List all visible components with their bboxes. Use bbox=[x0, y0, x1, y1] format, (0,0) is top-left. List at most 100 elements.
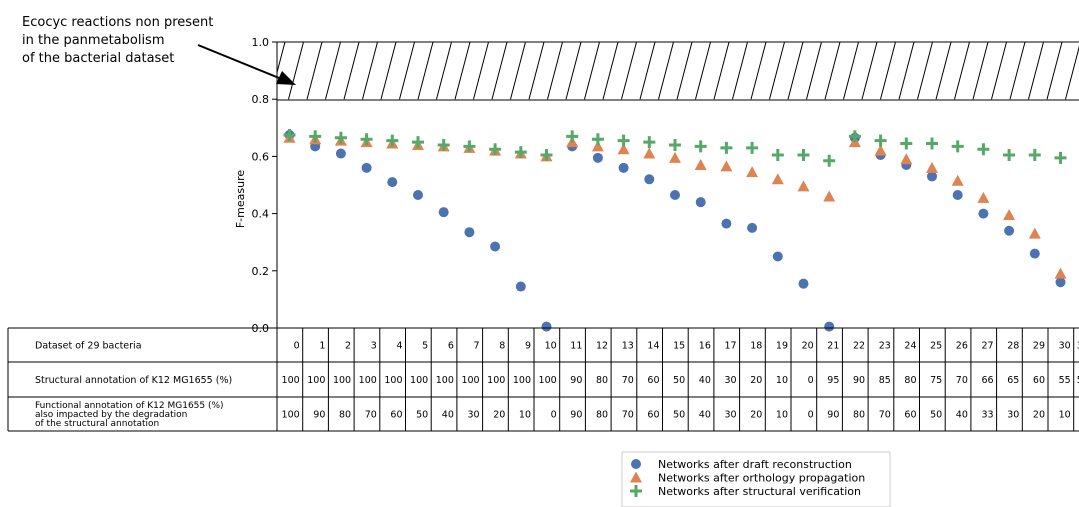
data-point-plus bbox=[1028, 148, 1041, 161]
table-cell: 10 bbox=[1059, 410, 1071, 421]
table-cell: 80 bbox=[904, 375, 916, 386]
data-point-plus bbox=[900, 137, 913, 150]
table-cell: 50 bbox=[416, 410, 428, 421]
table-cell: 10 bbox=[776, 375, 788, 386]
hatch-line bbox=[565, 42, 582, 100]
table-cell: 0 bbox=[808, 375, 814, 386]
table-cell: 20 bbox=[750, 375, 762, 386]
table-cell: 21 bbox=[827, 341, 839, 352]
hatch-line bbox=[491, 42, 508, 100]
table-cell: 0 bbox=[551, 410, 557, 421]
hatch-line bbox=[343, 42, 360, 100]
table-cell: 12 bbox=[596, 341, 608, 352]
data-point-circle bbox=[387, 177, 398, 188]
data-markers bbox=[283, 128, 1067, 332]
hatch-line bbox=[732, 42, 748, 100]
table-cell: 10 bbox=[776, 410, 788, 421]
legend-label: Networks after orthology propagation bbox=[658, 472, 865, 485]
table-cell: 85 bbox=[879, 375, 891, 386]
hatch-line bbox=[380, 42, 397, 100]
data-point-triangle bbox=[1054, 267, 1067, 279]
hatch-line bbox=[917, 42, 933, 100]
table-cell: 50 bbox=[673, 410, 685, 421]
hatch-line bbox=[584, 42, 600, 100]
table-cell: 80 bbox=[339, 410, 351, 421]
data-point-circle bbox=[1055, 277, 1066, 288]
annotation-line-3: of the bacterial dataset bbox=[22, 51, 174, 66]
data-point-plus bbox=[1054, 151, 1067, 164]
table-cell: 27 bbox=[982, 341, 994, 352]
hatch-line bbox=[510, 42, 526, 100]
table-cell: 26 bbox=[956, 341, 968, 352]
table-cell: 20 bbox=[802, 341, 814, 352]
data-point-triangle bbox=[720, 160, 733, 172]
legend-marker-triangle bbox=[630, 471, 642, 483]
data-point-triangle bbox=[951, 174, 964, 186]
table-cell: 7 bbox=[474, 341, 480, 352]
data-point-triangle bbox=[617, 143, 630, 155]
data-point-circle bbox=[592, 152, 603, 163]
table-cell: 22 bbox=[853, 341, 865, 352]
data-point-plus bbox=[823, 154, 836, 167]
data-point-circle bbox=[824, 321, 835, 332]
data-point-plus bbox=[463, 140, 476, 153]
y-tick-label: 0.6 bbox=[252, 150, 270, 163]
table-cell: 8 bbox=[499, 341, 505, 352]
legend-frame bbox=[621, 451, 891, 507]
table-cell: 30 bbox=[725, 375, 737, 386]
data-point-triangle bbox=[900, 153, 913, 165]
table-cell: 100 bbox=[359, 375, 377, 386]
table-cell: 60 bbox=[647, 410, 659, 421]
table-cell: 40 bbox=[699, 410, 711, 421]
table-cell: 5 bbox=[422, 341, 428, 352]
table-cell: 14 bbox=[647, 341, 659, 352]
table-cell: 90 bbox=[570, 410, 582, 421]
table-cell: 90 bbox=[570, 375, 582, 386]
table-cell: 100 bbox=[282, 375, 300, 386]
table-cell: 80 bbox=[596, 410, 608, 421]
data-point-circle bbox=[1004, 225, 1015, 236]
data-point-plus bbox=[720, 141, 733, 154]
data-point-plus bbox=[926, 137, 938, 150]
table-cell: 80 bbox=[596, 375, 608, 386]
hatch-line bbox=[602, 42, 619, 100]
data-point-triangle bbox=[694, 158, 707, 170]
data-point-triangle bbox=[1003, 209, 1016, 221]
table-cell: 30 bbox=[468, 410, 480, 421]
table-cell: 24 bbox=[904, 341, 916, 352]
data-point-plus bbox=[334, 131, 347, 144]
data-point-triangle bbox=[746, 166, 759, 178]
data-point-plus bbox=[283, 128, 296, 141]
annotation-line-2: in the panmetabolism bbox=[22, 33, 165, 48]
data-point-triangle bbox=[874, 144, 887, 156]
table-cell: 60 bbox=[904, 410, 916, 421]
table-cell: 28 bbox=[1007, 341, 1019, 352]
table-cell: 20 bbox=[750, 410, 762, 421]
data-point-plus bbox=[951, 140, 964, 153]
table-cell: 23 bbox=[879, 341, 891, 352]
table-cell: 4 bbox=[396, 341, 402, 352]
table-cell: 70 bbox=[365, 410, 377, 421]
hatch-line bbox=[1028, 42, 1044, 100]
data-point-triangle bbox=[591, 140, 604, 152]
table-cell: 1 bbox=[319, 341, 325, 352]
data-point-plus bbox=[1003, 148, 1016, 161]
hatch-line bbox=[288, 42, 304, 100]
data-point-triangle bbox=[823, 190, 836, 202]
hatch-line bbox=[325, 42, 341, 100]
data-point-circle bbox=[1029, 248, 1040, 259]
table-cell: 0 bbox=[808, 410, 814, 421]
hatch-line bbox=[676, 42, 693, 100]
table-cell: 5 bbox=[1077, 375, 1079, 386]
table-cell: 75 bbox=[930, 375, 942, 386]
y-tick-label: 1.0 bbox=[252, 36, 270, 49]
data-point-plus bbox=[797, 148, 810, 161]
hatch-line bbox=[861, 42, 878, 100]
data-point-circle bbox=[438, 207, 449, 218]
table-cell: 100 bbox=[436, 375, 454, 386]
table-cell: 90 bbox=[853, 375, 865, 386]
table-cell: 0 bbox=[294, 341, 300, 352]
table-cell: 10 bbox=[545, 341, 557, 352]
table-cell: 100 bbox=[384, 375, 402, 386]
